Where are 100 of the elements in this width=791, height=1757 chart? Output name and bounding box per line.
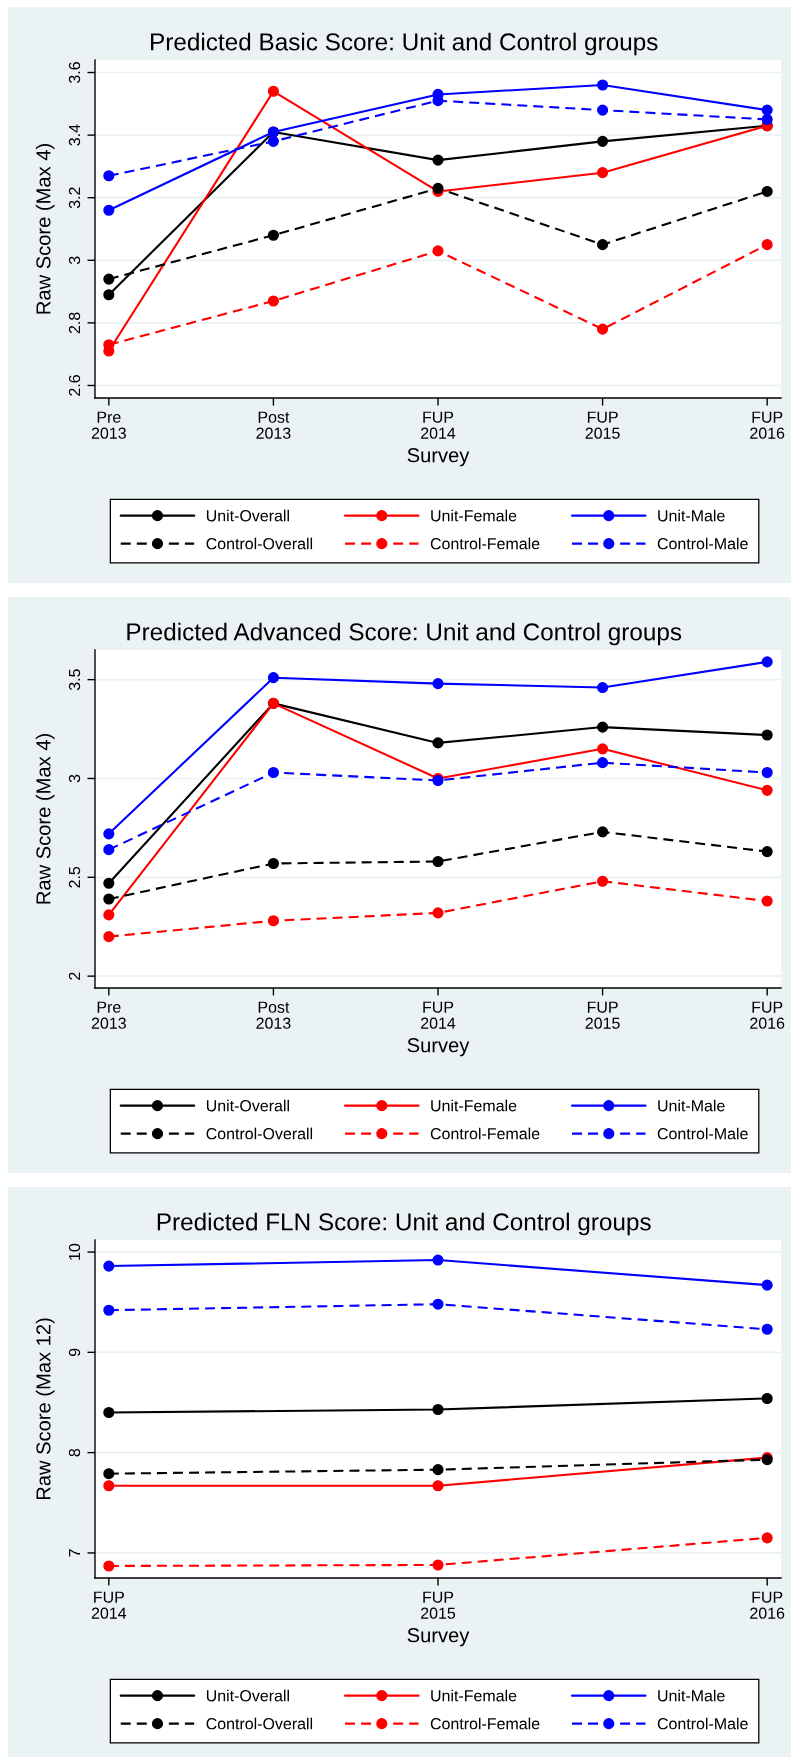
point: [432, 1298, 444, 1310]
point: [267, 295, 279, 307]
y-tick-label: 10: [68, 1243, 81, 1260]
point: [103, 1304, 115, 1316]
chart-title: Predicted Advanced Score: Unit and Control groups: [127, 622, 682, 646]
point: [103, 170, 115, 182]
point: [103, 844, 115, 856]
x-tick-label: FUP 2014: [91, 1591, 127, 1619]
point: [103, 1468, 115, 1480]
point: [761, 113, 773, 126]
point: [267, 85, 279, 97]
point: [432, 1480, 444, 1492]
point: [761, 729, 773, 741]
y-tick-label: 2.6: [68, 375, 81, 396]
point: [597, 104, 609, 116]
point: [761, 784, 773, 796]
legend-label: Unit-Male: [658, 1689, 725, 1702]
legend-label: Control-Female: [430, 537, 540, 550]
y-axis-title: Raw Score (Max 4): [35, 734, 55, 904]
y-tick-label: 7: [69, 1549, 81, 1557]
x-axis-title: Survey: [407, 1628, 470, 1647]
chart-title: Predicted Basic Score: Unit and Control groups: [151, 32, 658, 56]
y-tick-label: 3.2: [68, 187, 81, 209]
legend-label: Control-Female: [430, 1127, 540, 1140]
x-axis-title: Survey: [407, 448, 470, 467]
x-tick-label: FUP 2016: [750, 411, 785, 439]
point: [432, 154, 444, 166]
point: [597, 757, 609, 769]
point: [597, 681, 609, 694]
legend-label: Control-Female: [430, 1717, 540, 1730]
point: [761, 846, 773, 858]
point: [432, 245, 444, 257]
point: [597, 875, 609, 887]
point: [432, 855, 444, 868]
point: [597, 167, 609, 179]
x-tick-label: FUP 2014: [421, 411, 456, 439]
point: [597, 826, 609, 838]
y-tick-label: 3.4: [68, 124, 81, 146]
chart-title: Predicted FLN Score: Unit and Control groups: [157, 1212, 651, 1236]
point: [267, 229, 279, 241]
y-tick-label: 2: [68, 972, 81, 980]
point: [432, 737, 444, 749]
y-tick-label: 9: [68, 1348, 81, 1357]
y-tick-label: 8: [68, 1448, 81, 1457]
y-axis-title: Raw Score (Max 4): [35, 144, 55, 314]
point: [103, 893, 115, 905]
point: [432, 907, 444, 919]
x-tick-label: FUP 2016: [750, 1591, 785, 1619]
legend-label: Unit-Male: [658, 1099, 725, 1112]
legend-label: Control-Overall: [206, 1717, 313, 1730]
y-tick-label: 3: [68, 774, 81, 783]
x-tick-label: FUP 2014: [421, 1001, 456, 1029]
point: [597, 743, 609, 755]
y-tick-label: 2.5: [68, 866, 81, 888]
point: [597, 323, 609, 335]
y-tick-label: 2.8: [68, 312, 81, 334]
x-tick-label: FUP 2015: [585, 1001, 620, 1029]
legend-label: Unit-Male: [658, 509, 725, 522]
point: [432, 1464, 444, 1476]
point: [103, 828, 115, 840]
point: [103, 1480, 115, 1492]
legend-label: Control-Male: [657, 1127, 748, 1140]
point: [267, 915, 279, 927]
legend-label: Unit-Female: [431, 1689, 517, 1702]
point: [761, 239, 773, 251]
point: [103, 1560, 115, 1572]
point: [597, 135, 609, 147]
legend-label: Unit-Overall: [206, 509, 289, 522]
legend-label: Unit-Overall: [206, 1689, 289, 1702]
y-tick-label: 3.6: [68, 62, 81, 84]
point: [432, 1559, 444, 1571]
y-tick-label: 3.5: [68, 669, 81, 691]
x-tick-label: Post 2013: [256, 1001, 291, 1029]
x-tick-label: FUP 2016: [750, 1001, 785, 1029]
point: [432, 1403, 444, 1416]
x-tick-label: FUP 2015: [585, 411, 620, 439]
legend-label: Unit-Female: [431, 509, 517, 522]
x-tick-label: Pre 2013: [91, 1001, 126, 1029]
point: [597, 239, 609, 251]
x-axis-title: Survey: [407, 1038, 470, 1057]
point: [761, 1279, 773, 1291]
legend-label: Unit-Female: [431, 1099, 517, 1112]
point: [761, 1323, 773, 1335]
legend-label: Control-Male: [657, 1717, 748, 1730]
legend-label: Unit-Overall: [206, 1099, 289, 1112]
point: [103, 931, 115, 943]
point: [103, 1406, 115, 1419]
point: [761, 1532, 773, 1544]
point: [103, 877, 115, 889]
x-tick-label: Post 2013: [256, 411, 291, 439]
point: [267, 135, 279, 147]
legend-label: Control-Overall: [206, 537, 313, 550]
point: [761, 185, 773, 198]
point: [432, 1254, 444, 1266]
point: [761, 766, 773, 779]
point: [597, 79, 609, 91]
point: [103, 909, 115, 921]
point: [267, 672, 279, 684]
point: [761, 1392, 773, 1405]
x-tick-label: Pre 2013: [91, 411, 126, 439]
